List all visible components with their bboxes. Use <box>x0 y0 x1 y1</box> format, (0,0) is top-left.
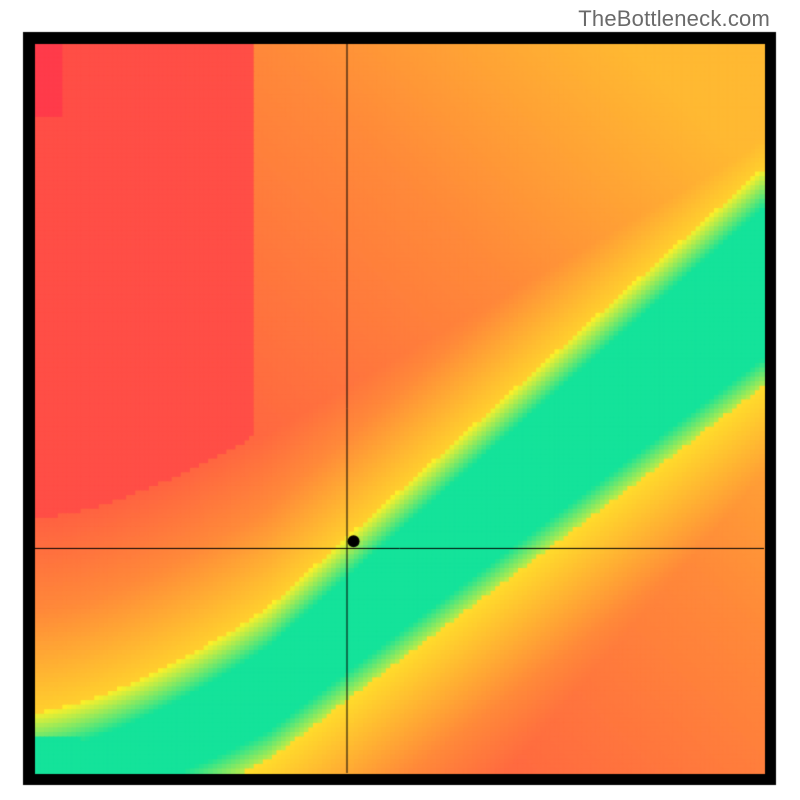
watermark-text: TheBottleneck.com <box>578 6 770 32</box>
heatmap-chart <box>0 0 800 800</box>
